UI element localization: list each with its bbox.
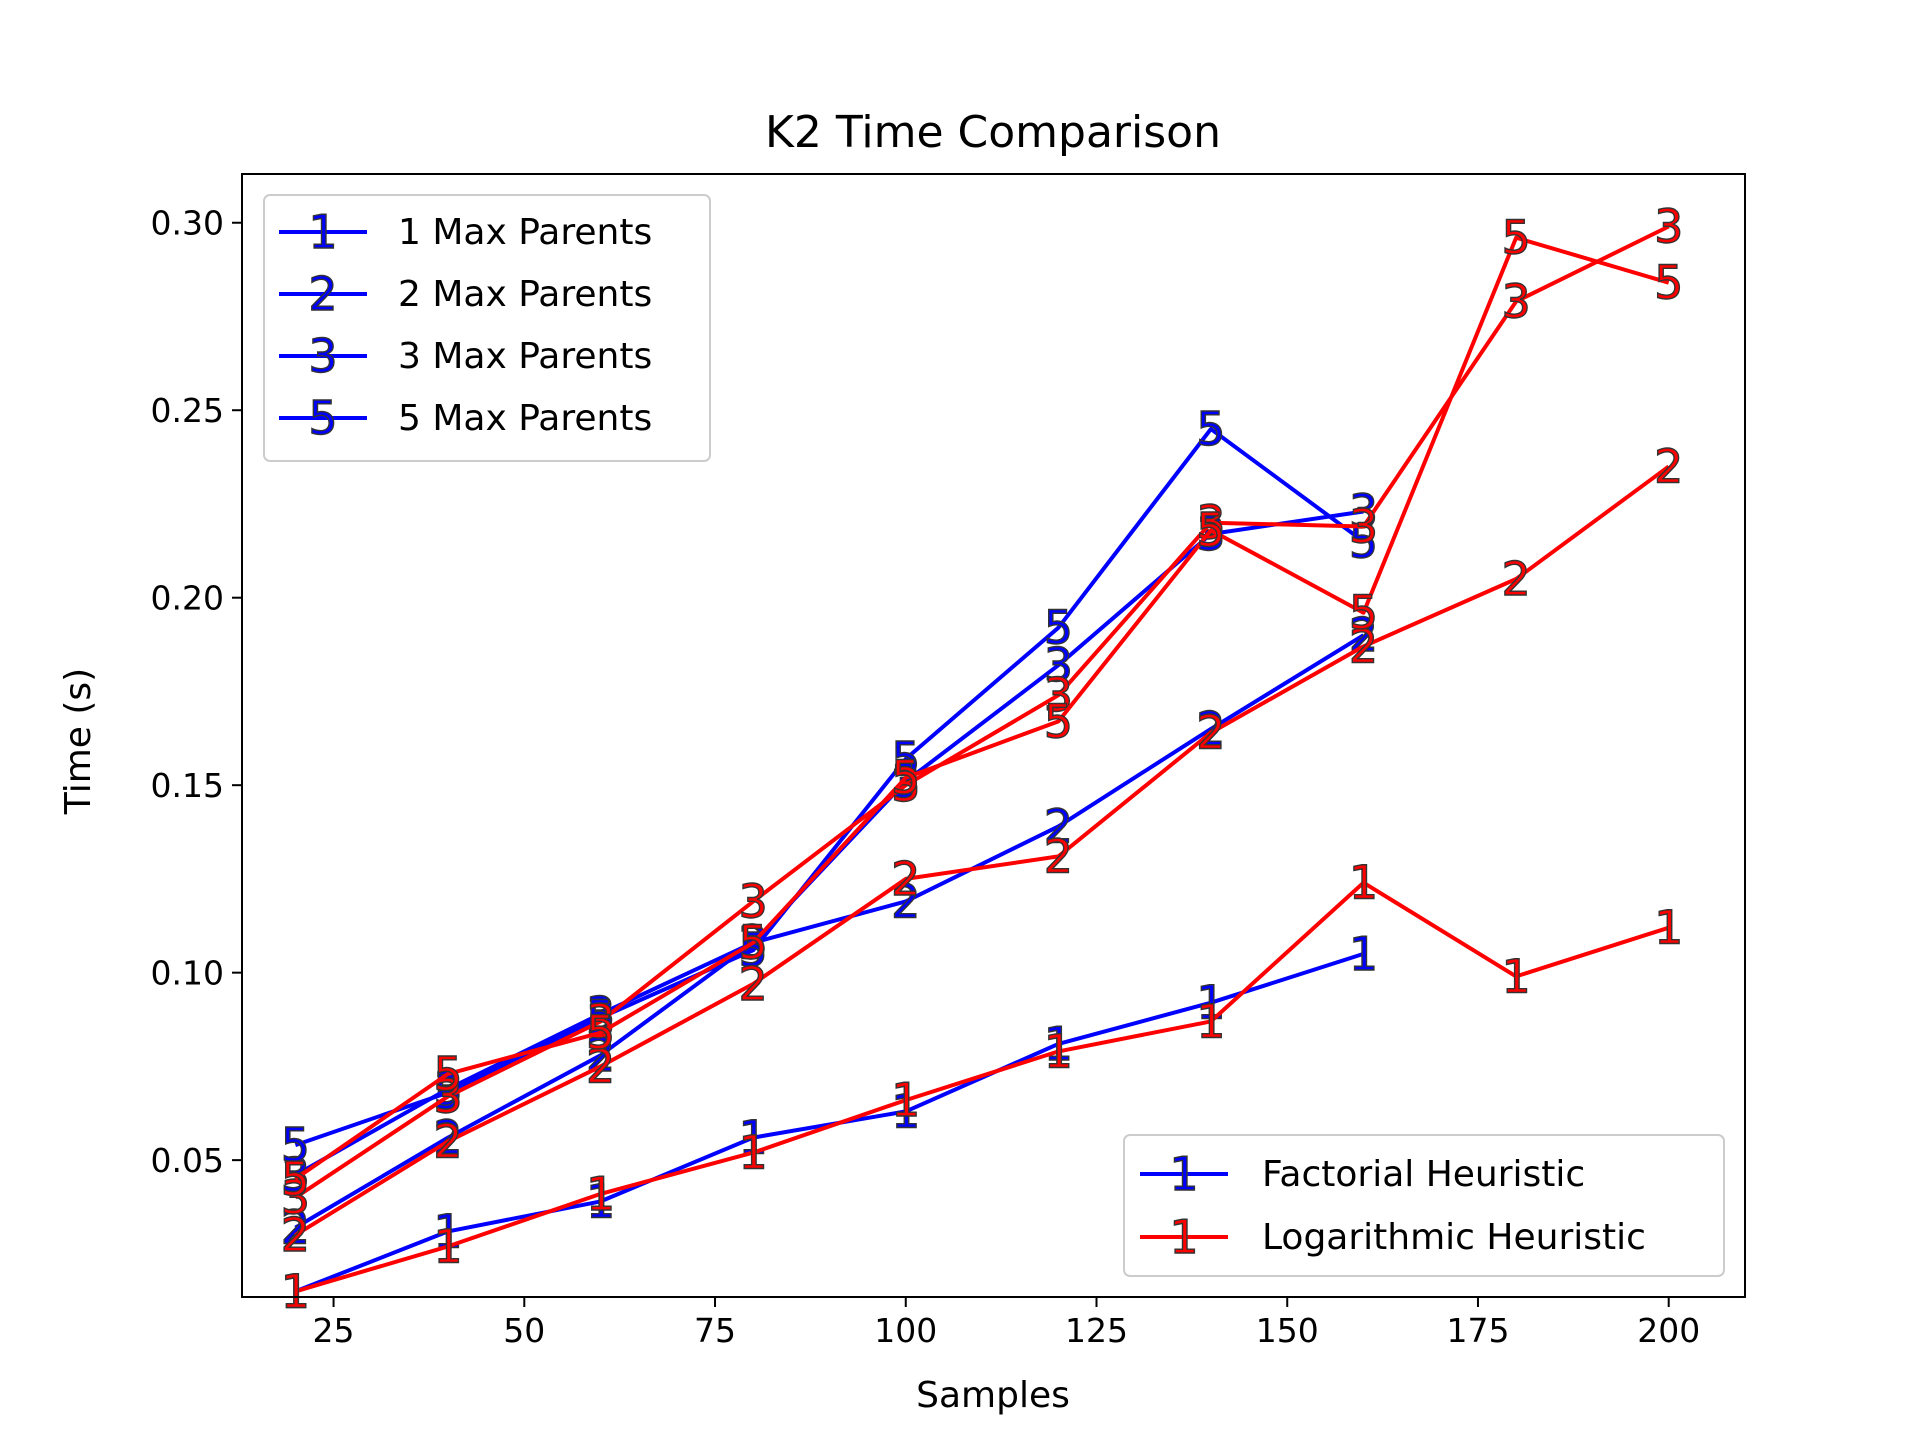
legend-max-parents: 1 1 Max Parents 2 2 Max Parents 3 3 Max Paren… <box>263 194 711 462</box>
data-point-marker: 2 <box>1196 706 1225 760</box>
chart-title: K2 Time Comparison <box>765 107 1221 158</box>
legend-marker: 1 <box>1169 1147 1198 1201</box>
legend-marker: 2 <box>308 267 337 321</box>
series-line <box>294 464 1670 1237</box>
data-point-marker: 3 <box>1044 668 1073 722</box>
x-tick-label: 200 <box>1637 1311 1700 1350</box>
series-line <box>294 633 1365 1230</box>
data-point-marker: 2 <box>891 852 920 906</box>
data-point-marker: 5 <box>1044 601 1073 655</box>
x-tick-label: 150 <box>1256 1311 1319 1350</box>
data-point-marker: 5 <box>891 751 920 805</box>
data-point-marker: 2 <box>1501 552 1530 606</box>
data-point-marker: 5 <box>433 1047 462 1101</box>
data-point-marker: 3 <box>433 1069 462 1123</box>
data-point-marker: 2 <box>1654 439 1683 493</box>
y-tick-label: 0.10 <box>151 954 224 993</box>
data-point-marker: 1 <box>1654 901 1683 955</box>
data-point-marker: 1 <box>1044 1017 1073 1071</box>
data-point-marker: 5 <box>281 1118 310 1172</box>
legend-label: Factorial Heuristic <box>1262 1154 1585 1195</box>
data-point-marker: 1 <box>1349 856 1378 910</box>
x-tick-label: 125 <box>1065 1311 1128 1350</box>
data-point-marker: 3 <box>1349 499 1378 553</box>
data-point-marker: 3 <box>891 758 920 812</box>
x-tick-label: 75 <box>694 1311 736 1350</box>
legend-label: 2 Max Parents <box>398 274 652 315</box>
y-axis-label: Time (s) <box>58 668 99 815</box>
series-factorial-5: 5 5 5 5 5 5 5 5 <box>280 401 1379 1173</box>
data-point-marker: 3 <box>586 994 615 1048</box>
data-point-marker: 1 <box>1349 927 1378 981</box>
y-tick-label: 0.30 <box>151 204 224 243</box>
data-point-marker: 2 <box>739 957 768 1011</box>
data-point-marker: 2 <box>1349 619 1378 673</box>
data-point-marker: 1 <box>281 1264 310 1318</box>
data-point-marker: 1 <box>1196 994 1225 1048</box>
data-point-marker: 1 <box>433 1219 462 1273</box>
series-line <box>294 235 1670 1181</box>
data-point-marker: 1 <box>586 1167 615 1221</box>
data-point-marker: 2 <box>433 1111 462 1165</box>
data-point-marker: 1 <box>586 1174 615 1228</box>
data-point-marker: 5 <box>1196 402 1225 456</box>
data-point-marker: 3 <box>1501 274 1530 328</box>
legend-marker: 1 <box>1169 1210 1198 1264</box>
data-point-marker: 5 <box>586 1006 615 1060</box>
data-point-marker: 2 <box>433 1114 462 1168</box>
x-tick-label: 175 <box>1446 1311 1509 1350</box>
series-line <box>294 427 1365 1147</box>
series-line <box>294 880 1670 1294</box>
data-point-marker: 5 <box>281 1152 310 1206</box>
legend-frame <box>1123 1134 1725 1277</box>
data-point-marker: 5 <box>1654 256 1683 310</box>
data-point-marker: 2 <box>1349 608 1378 662</box>
data-point-marker: 1 <box>1044 1024 1073 1078</box>
data-point-marker: 1 <box>739 1126 768 1180</box>
data-point-marker: 3 <box>1654 199 1683 253</box>
data-point-marker: 1 <box>891 1073 920 1127</box>
data-point-marker: 3 <box>281 1148 310 1202</box>
legend-marker: 5 <box>308 391 337 445</box>
series-line <box>294 224 1670 1200</box>
data-point-marker: 3 <box>739 874 768 928</box>
data-point-marker: 2 <box>586 1039 615 1093</box>
x-axis-label: Samples <box>916 1375 1070 1416</box>
legend-marker: 3 <box>308 329 337 383</box>
data-point-marker: 2 <box>1044 829 1073 883</box>
legend-label: 3 Max Parents <box>398 336 652 377</box>
axes-group: 25 50 75 100 125 150 175 2000.050.100.150.200.2… <box>151 204 1701 1350</box>
legend-marker: 1 <box>308 205 337 259</box>
legend-heuristic: 1 Factorial Heuristic 1 Logarithmic Heurist… <box>1123 1134 1725 1277</box>
data-point-marker: 3 <box>281 1171 310 1225</box>
data-point-marker: 1 <box>1501 949 1530 1003</box>
legend-label: 1 Max Parents <box>398 212 652 253</box>
x-tick-label: 100 <box>874 1311 937 1350</box>
y-tick-label: 0.15 <box>151 766 224 805</box>
data-point-marker: 5 <box>1044 694 1073 748</box>
legend-label: Logarithmic Heuristic <box>1262 1217 1646 1258</box>
legend-label: 5 Max Parents <box>398 398 652 439</box>
data-point-marker: 5 <box>1349 586 1378 640</box>
y-tick-label: 0.05 <box>151 1141 224 1180</box>
y-tick-label: 0.20 <box>151 579 224 618</box>
x-tick-label: 25 <box>313 1311 355 1350</box>
plot-frame <box>241 173 1746 1298</box>
data-point-marker: 5 <box>1196 503 1225 557</box>
x-tick-label: 50 <box>503 1311 545 1350</box>
data-point-marker: 5 <box>1501 211 1530 265</box>
data-point-marker: 2 <box>1044 799 1073 853</box>
data-point-marker: 2 <box>281 1208 310 1262</box>
y-tick-label: 0.25 <box>151 391 224 430</box>
data-point-marker: 5 <box>739 916 768 970</box>
data-point-marker: 1 <box>891 1084 920 1138</box>
legend-frame <box>263 194 711 462</box>
